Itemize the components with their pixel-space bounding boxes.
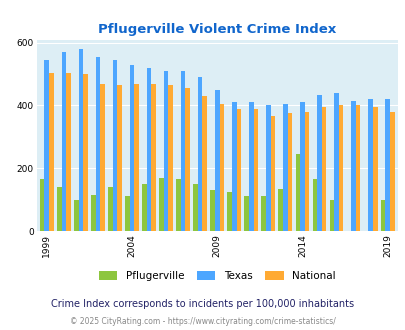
Bar: [299, 102, 304, 231]
Bar: [278, 189, 282, 231]
Bar: [176, 179, 180, 231]
Bar: [227, 192, 231, 231]
Bar: [74, 200, 78, 231]
Bar: [329, 200, 333, 231]
Bar: [253, 109, 258, 231]
Bar: [95, 57, 100, 231]
Bar: [78, 49, 83, 231]
Bar: [91, 195, 95, 231]
Bar: [333, 93, 338, 231]
Bar: [112, 60, 117, 231]
Bar: [214, 90, 219, 231]
Bar: [295, 154, 299, 231]
Bar: [83, 74, 87, 231]
Bar: [321, 107, 326, 231]
Bar: [142, 184, 146, 231]
Bar: [168, 85, 173, 231]
Title: Pflugerville Violent Crime Index: Pflugerville Violent Crime Index: [98, 23, 335, 36]
Bar: [40, 179, 45, 231]
Bar: [45, 60, 49, 231]
Bar: [372, 107, 377, 231]
Bar: [57, 187, 62, 231]
Bar: [261, 196, 265, 231]
Bar: [312, 179, 316, 231]
Bar: [100, 83, 104, 231]
Bar: [197, 77, 202, 231]
Bar: [49, 73, 53, 231]
Bar: [163, 71, 168, 231]
Bar: [66, 73, 70, 231]
Bar: [231, 102, 236, 231]
Bar: [146, 68, 151, 231]
Bar: [282, 104, 287, 231]
Text: Crime Index corresponds to incidents per 100,000 inhabitants: Crime Index corresponds to incidents per…: [51, 299, 354, 309]
Bar: [355, 106, 360, 231]
Bar: [287, 113, 292, 231]
Bar: [108, 187, 112, 231]
Bar: [129, 65, 134, 231]
Bar: [151, 83, 156, 231]
Bar: [367, 99, 372, 231]
Bar: [384, 99, 389, 231]
Bar: [270, 116, 275, 231]
Bar: [159, 178, 163, 231]
Bar: [244, 196, 248, 231]
Legend: Pflugerville, Texas, National: Pflugerville, Texas, National: [98, 271, 335, 281]
Bar: [193, 184, 197, 231]
Bar: [350, 101, 355, 231]
Bar: [202, 96, 207, 231]
Bar: [62, 52, 66, 231]
Bar: [380, 200, 384, 231]
Bar: [389, 112, 394, 231]
Bar: [316, 94, 321, 231]
Text: © 2025 CityRating.com - https://www.cityrating.com/crime-statistics/: © 2025 CityRating.com - https://www.city…: [70, 317, 335, 326]
Bar: [219, 104, 224, 231]
Bar: [117, 85, 121, 231]
Bar: [338, 106, 343, 231]
Bar: [180, 71, 185, 231]
Bar: [185, 88, 190, 231]
Bar: [125, 196, 129, 231]
Bar: [304, 112, 309, 231]
Bar: [248, 102, 253, 231]
Bar: [210, 190, 214, 231]
Bar: [236, 109, 241, 231]
Bar: [134, 83, 139, 231]
Bar: [265, 106, 270, 231]
